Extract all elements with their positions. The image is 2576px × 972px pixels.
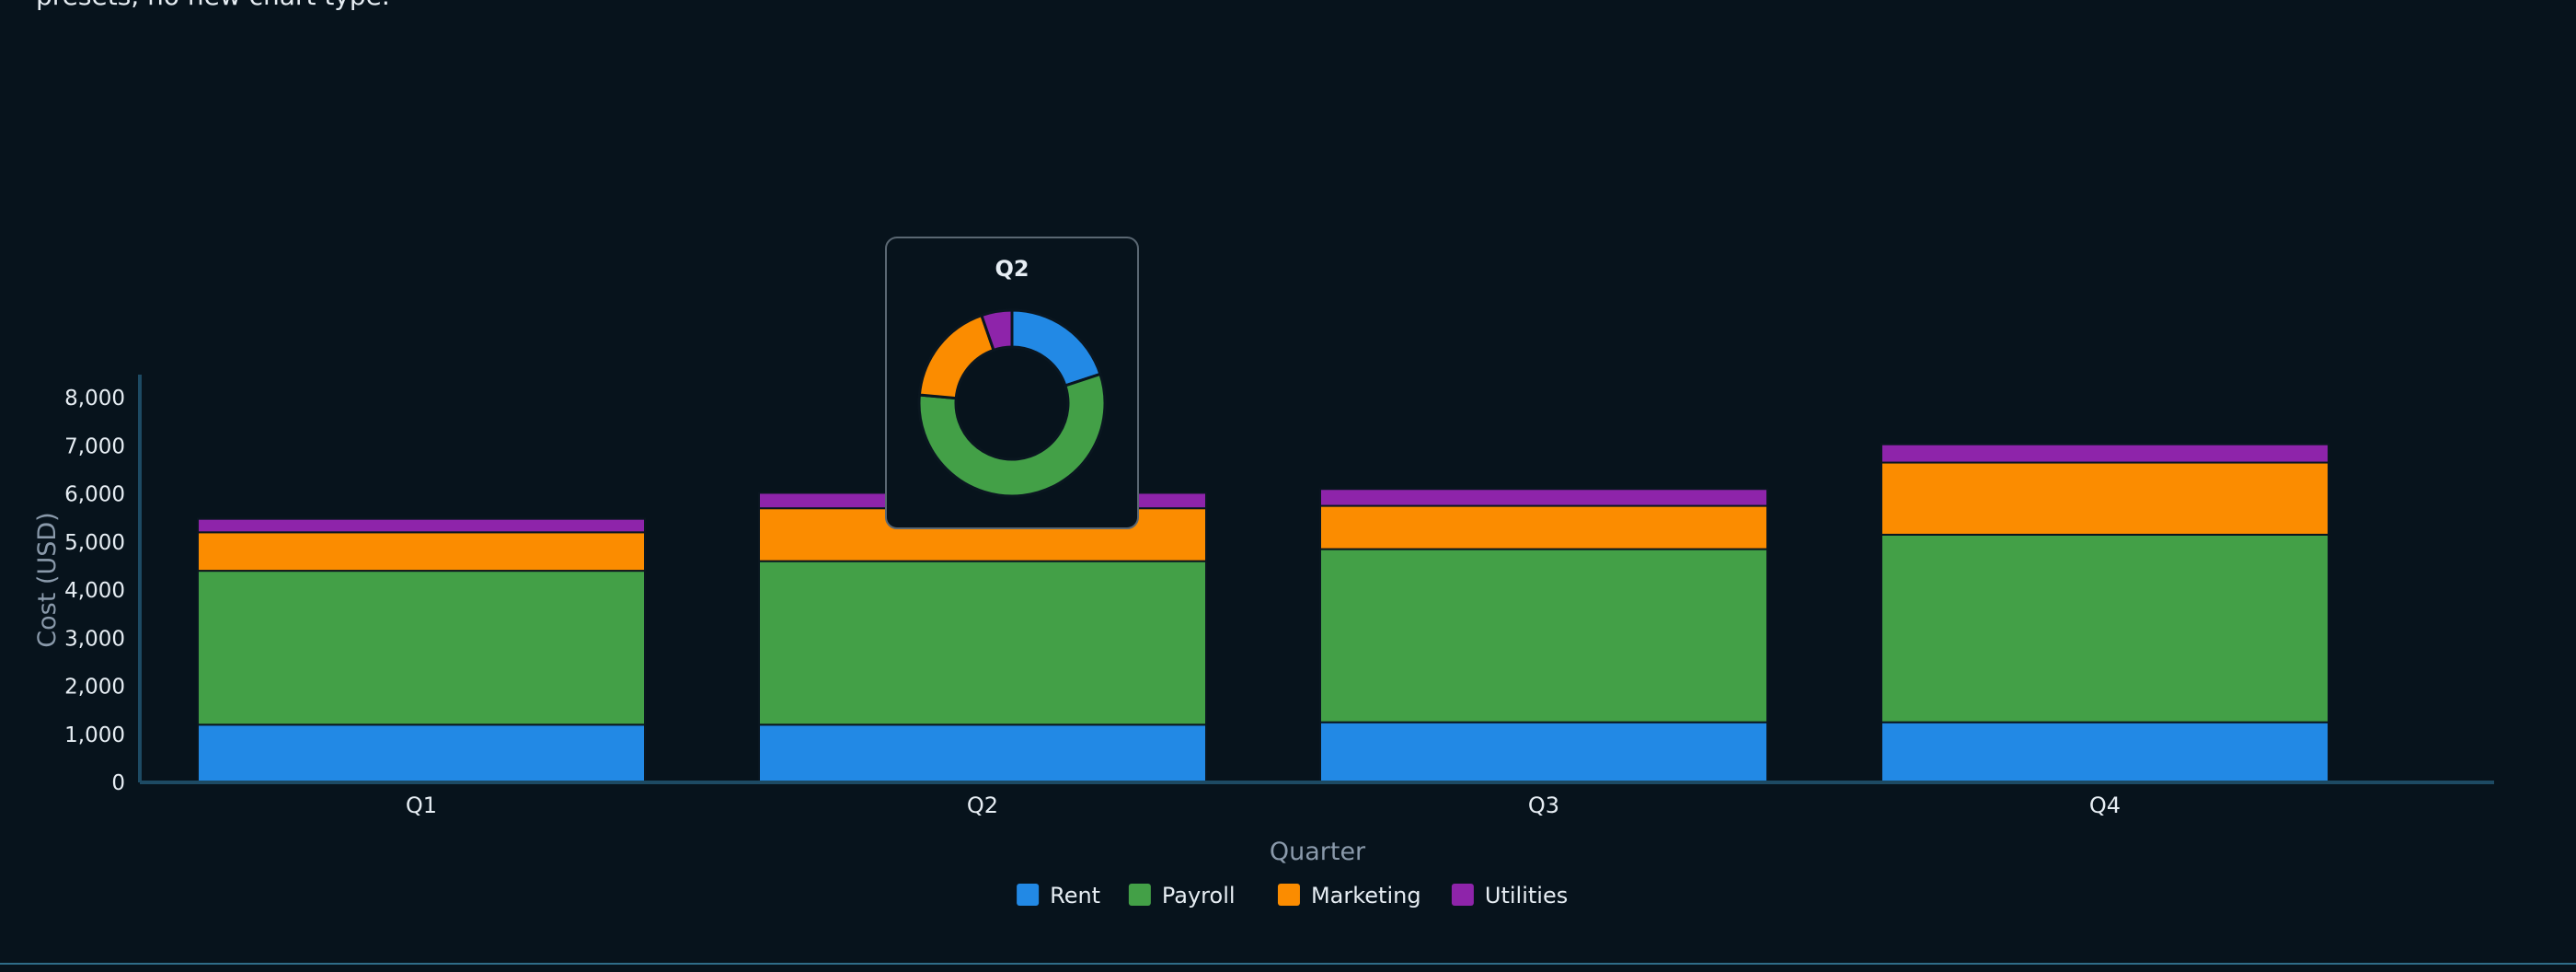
donut-slice-utilities [979, 308, 1014, 353]
y-tick-labels: 0 1,000 2,000 3,000 4,000 5,000 6,000 7,000 8,00… [64, 387, 125, 795]
bar-segment-utilities[interactable] [197, 517, 646, 534]
x-tick-label: Q1 [406, 793, 437, 818]
legend: Rent Payroll Marketing Utilities [1017, 883, 1568, 908]
legend-item-rent[interactable]: Rent [1017, 883, 1100, 908]
legend-swatch [1128, 884, 1151, 906]
bar-segment-rent[interactable] [1880, 721, 2329, 783]
donut-slice-payroll [917, 372, 1107, 498]
x-tick-labels: Q1 Q2 Q3 Q4 [406, 793, 2121, 818]
x-tick-label: Q4 [2089, 793, 2121, 818]
legend-label: Marketing [1311, 883, 1421, 908]
bar-segment-rent[interactable] [758, 723, 1207, 783]
bar-segment-rent[interactable] [197, 723, 646, 783]
legend-swatch [1277, 884, 1300, 906]
legend-item-utilities[interactable]: Utilities [1451, 883, 1568, 908]
legend-label: Utilities [1485, 883, 1568, 908]
axes-layer [138, 375, 2494, 784]
bar-segment-payroll[interactable] [1319, 548, 1768, 723]
y-tick-label: 3,000 [64, 627, 125, 651]
bar-segment-marketing[interactable] [1880, 461, 2329, 536]
legend-label: Rent [1050, 883, 1100, 908]
bar-segment-utilities[interactable] [1880, 443, 2329, 464]
x-tick-label: Q3 [1528, 793, 1559, 818]
y-tick-label: 1,000 [64, 723, 125, 747]
y-tick-label: 0 [111, 771, 125, 795]
bar-segment-payroll[interactable] [1880, 533, 2329, 723]
legend-item-payroll[interactable]: Payroll [1128, 883, 1236, 908]
bar-segment-rent[interactable] [1319, 721, 1768, 783]
bar-segment-payroll[interactable] [197, 570, 646, 726]
x-tick-label: Q2 [967, 793, 998, 818]
bar-segment-marketing[interactable] [197, 531, 646, 573]
y-tick-label: 7,000 [64, 434, 125, 458]
tooltip-donut [917, 308, 1107, 498]
y-tick-label: 5,000 [64, 531, 125, 555]
legend-swatch [1017, 884, 1040, 906]
bars-layer [197, 443, 2329, 783]
x-axis-title: Quarter [1270, 838, 1366, 866]
y-tick-label: 4,000 [64, 579, 125, 603]
legend-swatch [1451, 884, 1474, 906]
bottom-divider [0, 963, 2576, 965]
intro-text: presets, no new chart type. [36, 0, 390, 13]
y-tick-label: 6,000 [64, 483, 125, 507]
legend-label: Payroll [1162, 883, 1236, 908]
bar-segment-utilities[interactable] [1319, 488, 1768, 507]
y-tick-label: 8,000 [64, 387, 125, 411]
legend-item-marketing[interactable]: Marketing [1277, 883, 1421, 908]
bar-segment-payroll[interactable] [758, 560, 1207, 726]
y-axis-title: Cost (USD) [33, 512, 62, 647]
bar-segment-marketing[interactable] [1319, 504, 1768, 550]
tooltip: Q2 [885, 237, 1139, 529]
tooltip-title: Q2 [995, 256, 1029, 282]
y-tick-label: 2,000 [64, 676, 125, 700]
